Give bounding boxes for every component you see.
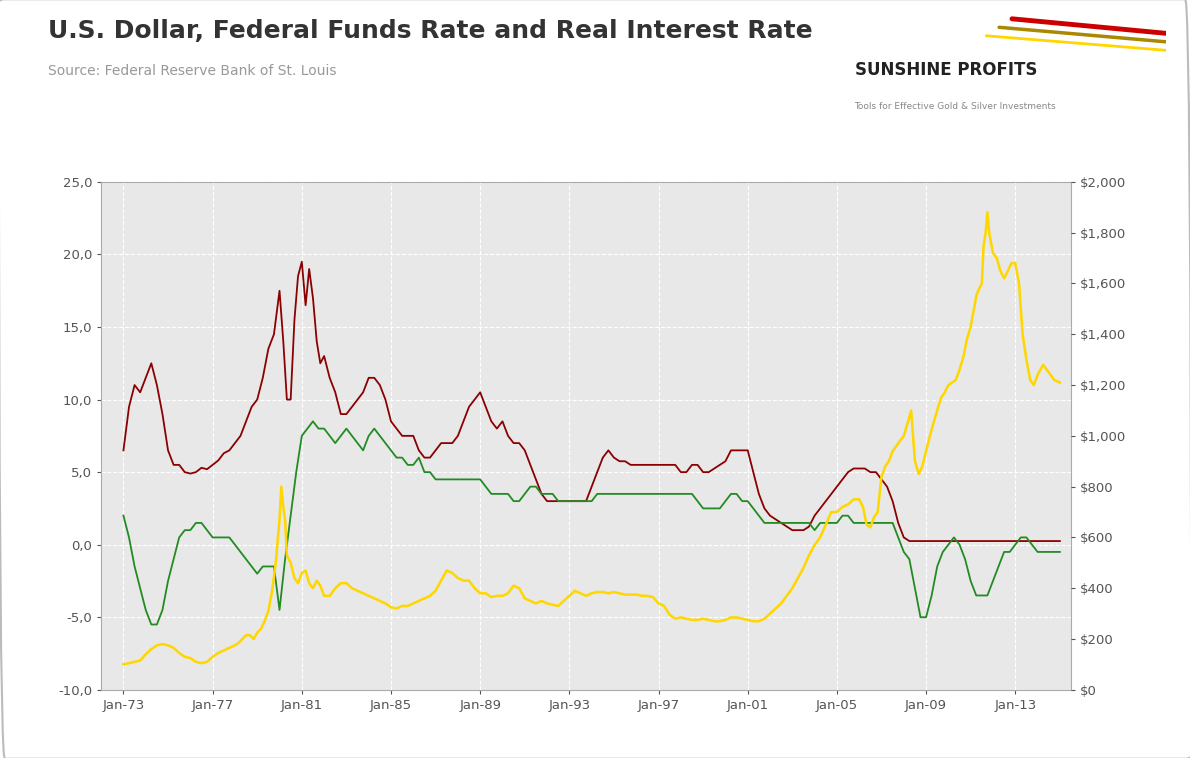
Text: SUNSHINE PROFITS: SUNSHINE PROFITS bbox=[854, 61, 1036, 79]
Text: U.S. Dollar, Federal Funds Rate and Real Interest Rate: U.S. Dollar, Federal Funds Rate and Real… bbox=[48, 19, 813, 43]
Text: Tools for Effective Gold & Silver Investments: Tools for Effective Gold & Silver Invest… bbox=[854, 102, 1057, 111]
Text: Source: Federal Reserve Bank of St. Louis: Source: Federal Reserve Bank of St. Loui… bbox=[48, 64, 336, 78]
